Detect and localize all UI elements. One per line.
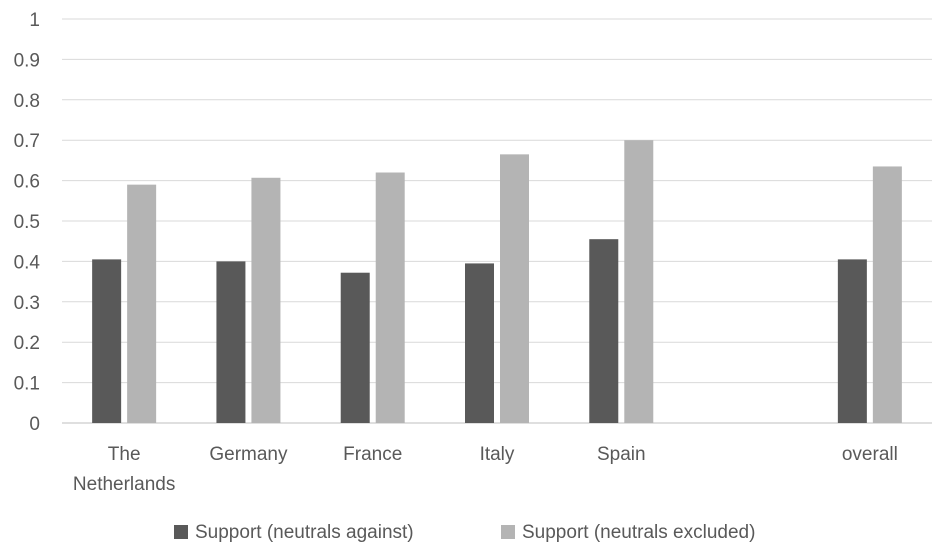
x-category-label: France (343, 444, 402, 465)
y-tick-label: 0.6 (14, 172, 40, 193)
x-category-label-line: Netherlands (73, 474, 175, 495)
bar-neutrals-against (340, 272, 370, 423)
x-category-label-line: France (343, 444, 402, 465)
bar-neutrals-excluded (500, 154, 529, 423)
x-category-label-line: Spain (597, 444, 646, 465)
bar-neutrals-against (837, 259, 867, 423)
bar-neutrals-excluded (375, 172, 405, 423)
legend-swatch (174, 525, 188, 539)
x-category-label: The Netherlands (73, 444, 175, 495)
bar-neutrals-against (589, 239, 619, 423)
bar-neutrals-against (216, 261, 246, 423)
x-category-label: Germany (209, 444, 288, 465)
y-tick-label: 0.2 (14, 333, 40, 354)
y-tick-label: 0.8 (14, 91, 40, 112)
y-tick-label: 0.9 (14, 50, 40, 71)
legend-label: Support (neutrals excluded) (522, 522, 755, 543)
bar-neutrals-excluded (251, 177, 281, 423)
x-category-label-line: The (108, 444, 141, 465)
x-category-label-line: Italy (480, 444, 515, 465)
y-tick-label: 0.4 (14, 252, 41, 273)
bar-neutrals-excluded (872, 166, 902, 423)
y-tick-label: 0.5 (14, 212, 40, 233)
y-tick-label: 0 (29, 414, 40, 435)
x-axis-categories: The Netherlands Germany France Italy Spain ove… (73, 444, 898, 495)
x-category-label-line: Germany (209, 444, 288, 465)
x-category-label-line: overall (842, 444, 898, 465)
y-tick-label: 0.3 (14, 293, 40, 314)
bars (92, 140, 902, 423)
legend-label: Support (neutrals against) (195, 522, 414, 543)
gridlines (62, 18, 932, 424)
x-category-label: Spain (597, 444, 646, 465)
y-tick-label: 0.1 (14, 374, 40, 395)
bar-neutrals-against (465, 263, 494, 423)
y-tick-label: 1 (29, 10, 40, 31)
x-category-label: overall (842, 444, 898, 465)
bar-neutrals-excluded (624, 140, 654, 423)
x-category-label: Italy (480, 444, 515, 465)
bar-neutrals-against (92, 259, 122, 423)
legend: Support (neutrals against) Support (neutr… (174, 522, 755, 543)
y-axis-ticks: 0 0.1 0.2 0.3 0.4 0.5 0.6 0.7 0.8 0.9 1 (14, 10, 41, 435)
legend-swatch (501, 525, 515, 539)
y-tick-label: 0.7 (14, 131, 40, 152)
bar-neutrals-excluded (127, 184, 157, 423)
